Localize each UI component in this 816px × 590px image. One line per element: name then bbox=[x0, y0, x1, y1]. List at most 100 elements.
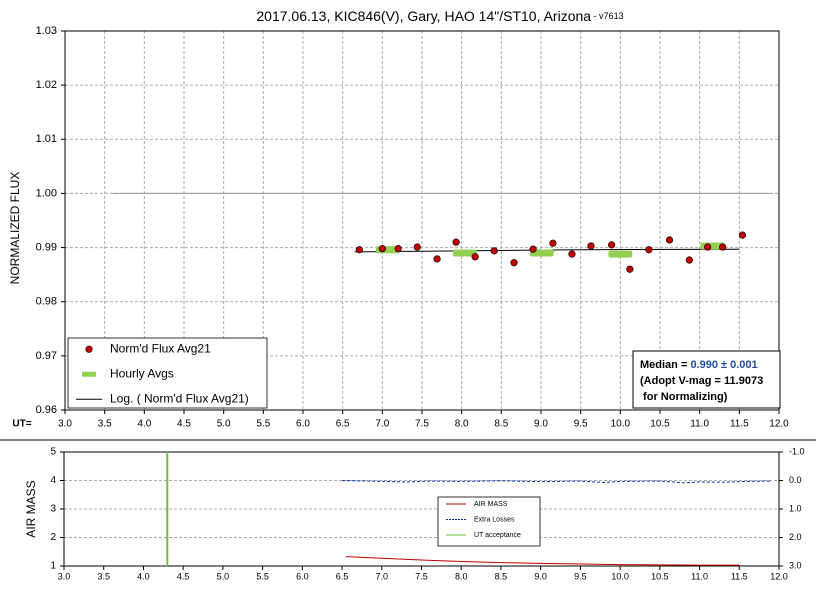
y-tick-label: 1.01 bbox=[36, 133, 57, 145]
y2-tick-label: 0.0 bbox=[789, 475, 802, 485]
x-tick-label: 9.0 bbox=[534, 419, 548, 430]
chart-title: 2017.06.13, KIC846(V), Gary, HAO 14"/ST1… bbox=[256, 8, 623, 24]
data-point bbox=[529, 245, 537, 253]
subtitle: - v7613 bbox=[591, 11, 624, 21]
x-tick-label: 4.5 bbox=[177, 419, 191, 430]
x-tick-label: 10.5 bbox=[651, 571, 669, 581]
data-point bbox=[413, 243, 421, 251]
data-point bbox=[490, 247, 498, 255]
data-point bbox=[587, 242, 595, 250]
x-tick-label: 3.0 bbox=[58, 571, 71, 581]
x-tick-label: 3.5 bbox=[98, 419, 112, 430]
y2-tick-label: 3.0 bbox=[789, 560, 802, 570]
x-tick-label: 10.0 bbox=[611, 571, 629, 581]
legend-label: Extra Losses bbox=[474, 516, 515, 523]
x-tick-label: 7.0 bbox=[376, 571, 389, 581]
legend-label: UT acceptance bbox=[474, 532, 521, 539]
y2-tick-label: 2.0 bbox=[789, 532, 802, 542]
x-tick-label: 6.5 bbox=[336, 419, 350, 430]
annotation-frame bbox=[632, 350, 781, 409]
data-point bbox=[394, 245, 402, 253]
x-tick-label: 7.5 bbox=[415, 571, 428, 581]
y-tick-label: 1.02 bbox=[36, 79, 57, 91]
plot-frame bbox=[64, 30, 780, 411]
legend-frame bbox=[67, 337, 268, 409]
annotation-line: (Adopt V-mag = 11.9073 bbox=[640, 375, 763, 387]
x-tick-label: 8.5 bbox=[494, 419, 508, 430]
x-tick-label: 8.0 bbox=[455, 419, 469, 430]
data-point bbox=[471, 253, 479, 261]
x-tick-label: 4.0 bbox=[137, 571, 150, 581]
x-tick-label: 8.5 bbox=[495, 571, 508, 581]
y-tick-label: 3 bbox=[50, 504, 56, 515]
y-tick-label: 0.96 bbox=[36, 404, 57, 416]
y-tick-label: 4 bbox=[50, 475, 56, 486]
annotation-box: Median = 0.990 ± 0.001 (Adopt V-mag = 11… bbox=[632, 350, 781, 409]
x-tick-label: 8.0 bbox=[455, 571, 468, 581]
x-tick-label: 12.0 bbox=[770, 571, 788, 581]
data-point bbox=[719, 243, 727, 251]
data-point bbox=[568, 250, 576, 258]
legend-label: Hourly Avgs bbox=[110, 366, 174, 380]
x-tick-label: 5.5 bbox=[256, 419, 270, 430]
data-point bbox=[549, 239, 557, 247]
x-tick-label: 11.5 bbox=[731, 571, 748, 581]
x-tick-label: 11.5 bbox=[730, 419, 749, 430]
x-tick-label: 5.5 bbox=[256, 571, 269, 581]
legend-swatch bbox=[85, 345, 93, 353]
data-point bbox=[510, 259, 518, 267]
data-point bbox=[378, 245, 386, 253]
y-tick-label: 0.97 bbox=[36, 350, 57, 362]
data-point bbox=[355, 246, 363, 254]
plot-frame bbox=[63, 451, 780, 567]
x-tick-label: 11.0 bbox=[690, 419, 709, 430]
x-tick-label: 6.0 bbox=[296, 571, 309, 581]
data-point bbox=[626, 265, 634, 273]
y-tick-label: 1.00 bbox=[36, 187, 57, 199]
series-line bbox=[346, 556, 740, 566]
y-tick-label: 2 bbox=[50, 532, 56, 543]
y-axis-label: NORMALIZED FLUX bbox=[8, 172, 22, 285]
y-tick-label: 0.98 bbox=[36, 296, 57, 308]
y-axis-label: AIR MASS bbox=[24, 480, 38, 537]
x-tick-label: 12.0 bbox=[769, 419, 789, 430]
data-point bbox=[433, 255, 441, 263]
median-label: Median = bbox=[640, 359, 690, 371]
legend-label: Norm'd Flux Avg21 bbox=[110, 341, 211, 355]
data-point bbox=[665, 236, 674, 244]
y-tick-label: 1.03 bbox=[36, 25, 57, 37]
y2-tick-label: -1.0 bbox=[789, 446, 805, 456]
legend: AIR MASS Extra Losses UT acceptance bbox=[437, 496, 541, 547]
title: 2017.06.13, KIC846(V), Gary, HAO 14"/ST1… bbox=[256, 8, 591, 24]
series-line bbox=[354, 248, 740, 253]
data-point bbox=[608, 241, 616, 249]
data-point bbox=[685, 256, 693, 264]
x-tick-label: 3.5 bbox=[97, 571, 110, 581]
x-tick-label: 11.0 bbox=[691, 571, 708, 581]
x-tick-label: 5.0 bbox=[217, 571, 230, 581]
y-tick-label: 5 bbox=[50, 447, 56, 458]
annotation-line: Median = 0.990 ± 0.001 bbox=[640, 359, 758, 371]
y-tick-label: 0.99 bbox=[36, 241, 57, 253]
hourly-avg bbox=[452, 249, 477, 257]
x-tick-label: 10.0 bbox=[611, 419, 631, 430]
x-tick-label: 6.0 bbox=[296, 419, 310, 430]
x-tick-label: 9.0 bbox=[534, 571, 547, 581]
data-point bbox=[738, 231, 747, 239]
legend: Norm'd Flux Avg21 Hourly Avgs Log. ( Norm'… bbox=[67, 337, 268, 409]
x-tick-label: 9.5 bbox=[574, 419, 588, 430]
x-tick-label: 7.0 bbox=[375, 419, 389, 430]
median-value: 0.990 ± 0.001 bbox=[690, 359, 757, 371]
legend-frame bbox=[437, 496, 541, 547]
legend-label: Log. ( Norm'd Flux Avg21) bbox=[110, 391, 249, 405]
x-tick-label: 5.0 bbox=[217, 419, 231, 430]
x-tick-label: 6.5 bbox=[336, 571, 349, 581]
data-point bbox=[452, 238, 460, 246]
data-point bbox=[703, 243, 712, 251]
legend-label: AIR MASS bbox=[474, 501, 508, 508]
series-line bbox=[342, 480, 772, 484]
annotation-line: for Normalizing) bbox=[640, 391, 728, 403]
x-tick-label: 9.5 bbox=[574, 571, 587, 581]
x-axis-label: UT= bbox=[12, 419, 31, 430]
